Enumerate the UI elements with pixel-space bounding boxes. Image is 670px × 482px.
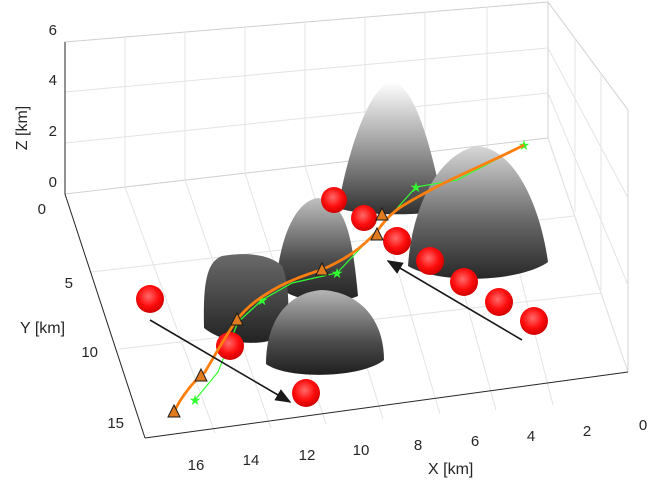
waypoint-triangle xyxy=(230,311,244,326)
z-tick-label: 6 xyxy=(49,22,57,39)
x-tick-label: 16 xyxy=(188,457,205,474)
terrain xyxy=(203,82,548,375)
motion-arrows xyxy=(149,260,523,403)
obstacle-sphere xyxy=(136,285,164,313)
reference-star: ★ xyxy=(189,393,202,409)
x-tick-label: 10 xyxy=(353,442,370,459)
x-tick-label: 4 xyxy=(527,428,535,445)
z-tick-label: 0 xyxy=(49,174,57,191)
obstacle-sphere xyxy=(485,288,513,316)
reference-star: ★ xyxy=(331,266,344,282)
z-tick-label: 2 xyxy=(49,123,57,140)
z-tick-label: 4 xyxy=(49,72,57,89)
obstacle-sphere xyxy=(351,205,377,231)
y-tick-label: 0 xyxy=(38,201,46,218)
y-tick-label: 15 xyxy=(107,415,124,432)
obstacle-sphere xyxy=(416,247,444,275)
obstacle-sphere xyxy=(321,187,347,213)
reference-star: ★ xyxy=(410,180,423,196)
waypoint-triangle xyxy=(375,206,389,221)
planned-path xyxy=(167,143,525,418)
x-axis-label: X [km] xyxy=(428,461,473,478)
waypoint-triangle xyxy=(370,226,384,241)
x-tick-label: 14 xyxy=(243,452,260,469)
x-tick-label: 2 xyxy=(583,423,591,440)
axis-box xyxy=(64,42,629,439)
obstacle-sphere xyxy=(450,268,478,296)
terrain-peak-tall xyxy=(338,82,444,215)
motion-arrow xyxy=(149,319,292,403)
y-axis-label: Y [km] xyxy=(20,320,65,337)
waypoint-triangle xyxy=(194,367,208,382)
z-axis-label: Z [km] xyxy=(14,106,31,150)
x-tick-labels: 0 2 4 6 8 10 12 14 16 xyxy=(188,417,648,474)
x-tick-label: 12 xyxy=(299,447,316,464)
back-wall-right xyxy=(547,0,629,373)
obstacle-sphere xyxy=(292,379,320,407)
waypoint-triangle xyxy=(167,403,181,418)
y-tick-label: 5 xyxy=(65,275,73,292)
terrain-peak-mid xyxy=(276,198,358,302)
x-tick-label: 6 xyxy=(471,433,479,450)
terrain-peak-right xyxy=(408,146,548,279)
terrain-box xyxy=(203,254,289,343)
x-tick-label: 0 xyxy=(639,417,647,434)
x-tick-label: 8 xyxy=(414,437,422,454)
motion-arrow xyxy=(386,260,523,341)
obstacle-sphere xyxy=(520,307,548,335)
terrain-dome xyxy=(266,290,384,375)
reference-star: ★ xyxy=(256,293,269,309)
y-tick-label: 10 xyxy=(81,344,98,361)
z-tick-labels: 0 2 4 6 xyxy=(49,22,57,191)
y-tick-labels: 0 5 10 15 xyxy=(38,201,124,432)
obstacle-sphere xyxy=(383,227,411,255)
waypoint-triangle xyxy=(315,261,329,276)
